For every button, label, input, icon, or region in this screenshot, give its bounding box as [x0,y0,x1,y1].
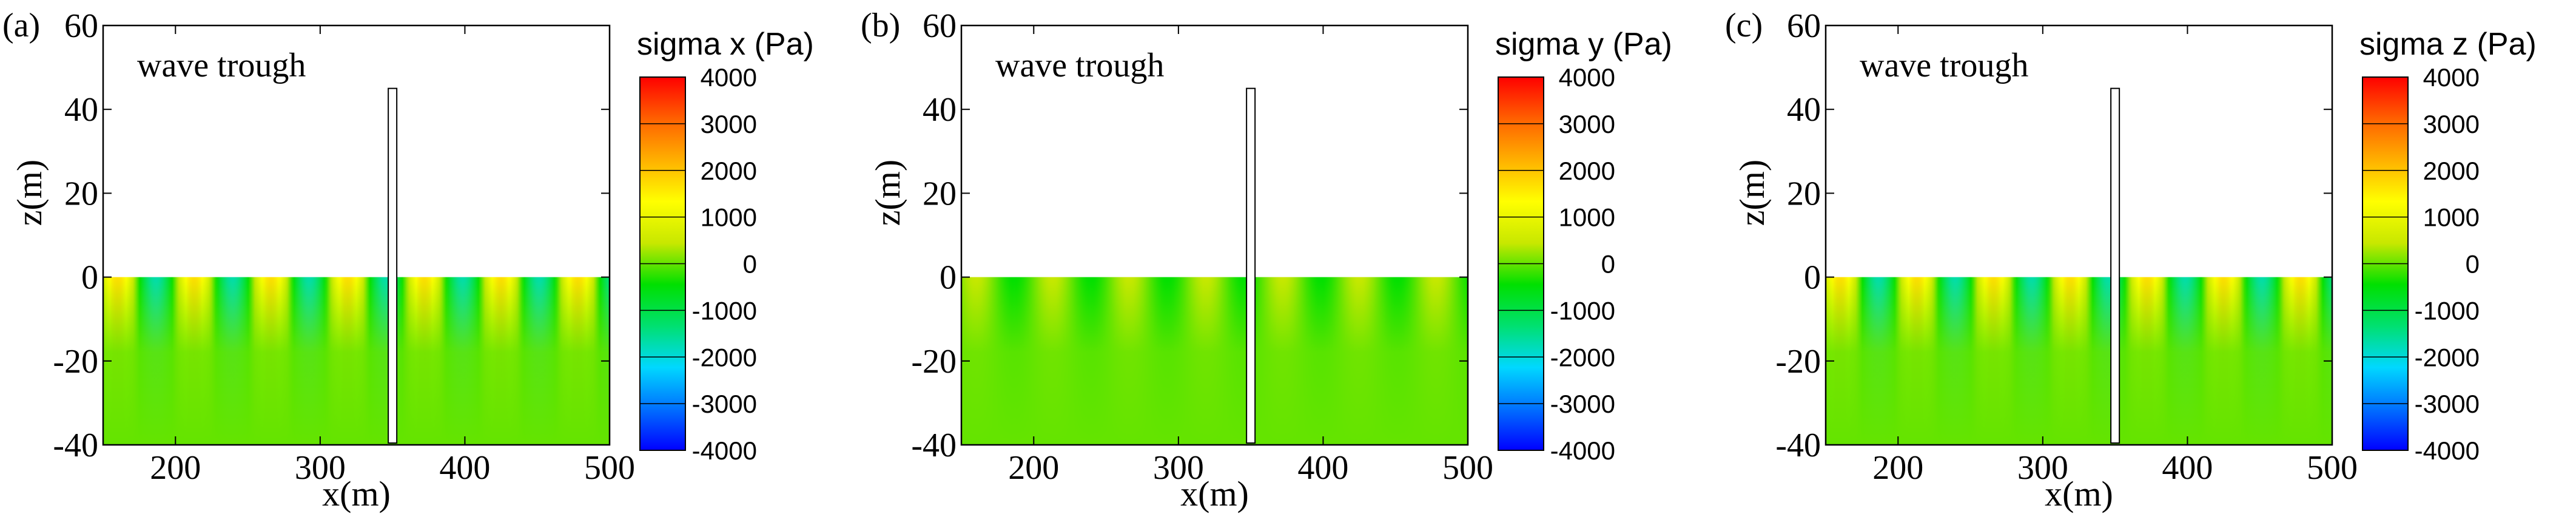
y-tick-label: -40 [53,427,98,464]
colorbar-tick-label: -1000 [2415,296,2480,325]
plot-frame [960,24,1469,446]
colorbar-tick-label: -2000 [1550,343,1615,371]
colorbar-tick-label: 1000 [2423,203,2480,232]
colorbar-tick-label: 0 [1601,250,1615,279]
y-axis-label: z(m) [1732,160,1772,226]
y-tick-label: 0 [1804,259,1821,297]
y-axis-label: z(m) [10,160,49,226]
colorbar-tick-label: 3000 [1559,110,1615,138]
x-tick-label: 400 [439,449,490,487]
x-tick-label: 400 [2162,449,2213,487]
y-tick-label: -20 [53,343,98,381]
monopile [1246,87,1256,444]
colorbar-tick-label: -3000 [1550,390,1615,418]
colorbar-tick-label: -2000 [2415,343,2480,371]
y-tick-label: 40 [1787,91,1821,129]
x-tick-label: 200 [1872,449,1923,487]
y-tick-label: 20 [64,175,98,212]
y-tick-label: 0 [940,259,957,297]
colorbar-tick-label: -4000 [692,436,757,465]
stress-field-depth-fade [961,277,1468,445]
x-tick-label: 200 [150,449,201,487]
colorbar-tick-label: -1000 [692,296,757,325]
chart-panel-2: 200 300 400 500 -40 -20 0 20 40 60 x(m) z(m) (b) wave… [861,7,1672,513]
y-tick-label: 40 [923,91,957,129]
x-axis-label: x(m) [2045,474,2113,513]
x-tick-label: 400 [1297,449,1348,487]
y-tick-label: 60 [923,7,957,45]
monopile [388,87,398,444]
x-tick-label: 300 [2017,449,2068,487]
colorbar-tick-label: -3000 [692,390,757,418]
colorbar-tick-label: 3000 [2423,110,2480,138]
panel-label: (b) [861,7,900,44]
colorbar-tick-label: 0 [743,250,757,279]
annotation-text: wave trough [137,47,306,84]
colorbar-tick-label: 4000 [701,63,757,92]
y-tick-label: 20 [1787,175,1821,212]
colorbar-title: sigma x (Pa) [637,27,814,62]
colorbar-tick-label: 3000 [701,110,757,138]
y-tick-label: -20 [1775,343,1821,381]
colorbar-tick-label: -3000 [2415,390,2480,418]
colorbar-tick-label: 1000 [701,203,757,232]
chart-panel-1: 200 300 400 500 -40 -20 0 20 40 60 x(m) z(m) (a) wave… [2,7,814,513]
colorbar-tick-label: 0 [2466,250,2480,279]
y-tick-label: -40 [1775,427,1821,464]
x-tick-label: 300 [295,449,346,487]
plot-frame [102,24,611,446]
colorbar-tick-label: -4000 [1550,436,1615,465]
colorbar-tick-label: 4000 [2423,63,2480,92]
x-tick-label: 500 [584,449,635,487]
y-tick-label: -40 [911,427,957,464]
x-tick-label: 500 [2307,449,2358,487]
y-tick-label: 20 [923,175,957,212]
panel-label: (c) [1725,7,1763,44]
x-tick-label: 300 [1153,449,1204,487]
x-axis-label: x(m) [322,474,391,513]
annotation-text: wave trough [995,47,1164,84]
plot-frame [1824,24,2333,446]
stress-field-depth-fade [1826,277,2332,445]
colorbar-tick-label: -1000 [1550,296,1615,325]
annotation-text: wave trough [1860,47,2028,84]
y-tick-label: 0 [81,259,98,297]
x-axis-label: x(m) [1180,474,1249,513]
colorbar-title: sigma y (Pa) [1495,27,1672,62]
colorbar-title: sigma z (Pa) [2359,27,2537,62]
colorbar-tick-label: 2000 [1559,157,1615,185]
x-tick-label: 500 [1442,449,1493,487]
colorbar-tick-label: 1000 [1559,203,1615,232]
colorbar-tick-label: -4000 [2415,436,2480,465]
monopile [2110,87,2120,444]
x-tick-label: 200 [1008,449,1059,487]
y-axis-label: z(m) [868,160,907,226]
stress-field-depth-fade [103,277,610,445]
chart-panel-3: 200 300 400 500 -40 -20 0 20 40 60 x(m) z(m) (c) wave… [1725,7,2537,513]
colorbar-tick-label: 2000 [2423,157,2480,185]
colorbar-tick-label: -2000 [692,343,757,371]
colorbar-tick-label: 4000 [1559,63,1615,92]
y-tick-label: 40 [64,91,98,129]
y-tick-label: 60 [64,7,98,45]
panel-label: (a) [2,7,40,44]
y-tick-label: 60 [1787,7,1821,45]
y-tick-label: -20 [911,343,957,381]
colorbar-tick-label: 2000 [701,157,757,185]
